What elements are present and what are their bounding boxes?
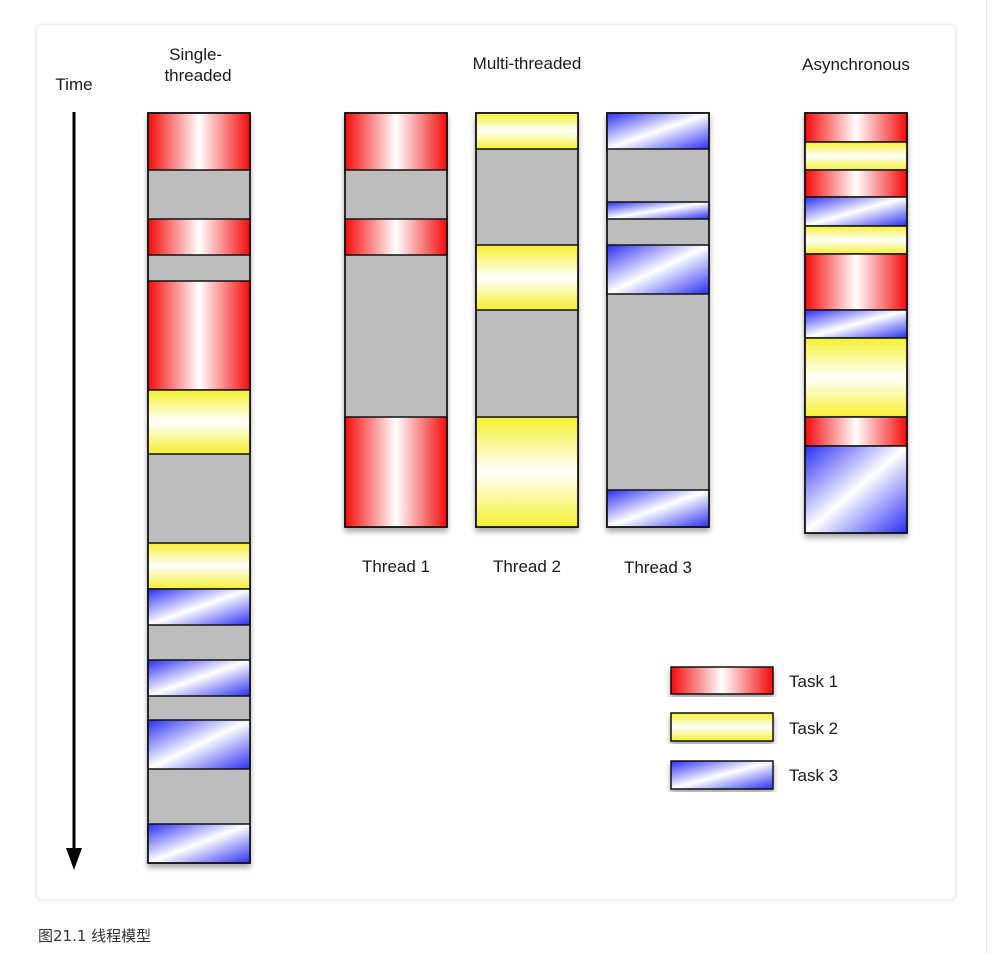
async-col1-task-1-segment-3 bbox=[804, 169, 908, 198]
time-arrow-icon bbox=[66, 112, 82, 870]
legend-swatch-task-2 bbox=[670, 712, 774, 742]
async-column-1 bbox=[804, 112, 908, 534]
async-col1-task-2-segment-5 bbox=[804, 225, 908, 255]
heading-single-line-2: threaded bbox=[164, 66, 231, 85]
heading-single-line-1: Single- bbox=[169, 45, 222, 64]
single-col1-task-3-segment-9 bbox=[147, 823, 251, 864]
async-col1-task-2-segment-8 bbox=[804, 337, 908, 418]
async-col1-task-3-segment-10 bbox=[804, 445, 908, 534]
async-col1-task-1-segment-1 bbox=[804, 112, 908, 143]
single-column-1 bbox=[147, 112, 251, 864]
single-col1-task-3-segment-8 bbox=[147, 719, 251, 770]
async-col1-task-3-segment-4 bbox=[804, 196, 908, 227]
async-col1-task-1-segment-6 bbox=[804, 253, 908, 311]
async-column-1-outline bbox=[804, 112, 908, 534]
multi-col1-task-1-segment-3 bbox=[344, 416, 448, 528]
multi-col3-task-3-segment-4 bbox=[606, 489, 710, 528]
async-col1-task-3-segment-7 bbox=[804, 309, 908, 339]
scrollbar-track bbox=[986, 0, 987, 954]
single-col1-task-2-segment-5 bbox=[147, 542, 251, 590]
single-col1-task-3-segment-7 bbox=[147, 659, 251, 697]
multi-col1-task-1-segment-1 bbox=[344, 112, 448, 171]
multi-col1-task-1-segment-2 bbox=[344, 218, 448, 256]
single-column-1-outline bbox=[147, 112, 251, 864]
thread-1-label: Thread 1 bbox=[362, 557, 430, 576]
multi-column-3 bbox=[606, 112, 710, 528]
multi-col2-task-2-segment-3 bbox=[475, 416, 579, 528]
figure-caption: 图21.1 线程模型 bbox=[38, 927, 152, 945]
multi-col2-task-2-segment-1 bbox=[475, 112, 579, 150]
heading-asynchronous: Asynchronous bbox=[802, 55, 910, 74]
legend-label-task-3: Task 3 bbox=[789, 766, 838, 785]
multi-col3-task-3-segment-3 bbox=[606, 244, 710, 295]
legend: Task 1 Task 2 Task 3 bbox=[670, 666, 838, 790]
single-col1-task-3-segment-6 bbox=[147, 588, 251, 626]
multi-column-1-outline bbox=[344, 112, 448, 528]
legend-swatch-task-1 bbox=[670, 666, 774, 695]
multi-column-3-idle bbox=[606, 112, 710, 528]
single-col1-task-2-segment-4 bbox=[147, 389, 251, 455]
heading-single-threaded: Single- threaded bbox=[164, 45, 231, 85]
async-col1-task-2-segment-2 bbox=[804, 141, 908, 171]
multi-col3-task-3-segment-2 bbox=[606, 201, 710, 220]
time-label: Time bbox=[55, 75, 92, 94]
legend-label-task-2: Task 2 bbox=[789, 719, 838, 738]
single-col1-task-1-segment-2 bbox=[147, 218, 251, 256]
single-col1-task-1-segment-3 bbox=[147, 280, 251, 391]
thread-2-label: Thread 2 bbox=[493, 557, 561, 576]
multi-column-2-outline bbox=[475, 112, 579, 528]
async-col1-task-1-segment-9 bbox=[804, 416, 908, 447]
multi-col2-task-2-segment-2 bbox=[475, 244, 579, 311]
multi-column-2 bbox=[475, 112, 579, 528]
multi-column-3-outline bbox=[606, 112, 710, 528]
legend-label-task-1: Task 1 bbox=[789, 672, 838, 691]
single-col1-task-1-segment-1 bbox=[147, 112, 251, 171]
multi-col3-task-3-segment-1 bbox=[606, 112, 710, 150]
thread-3-label: Thread 3 bbox=[624, 558, 692, 577]
columns-layer bbox=[147, 112, 908, 864]
multi-column-1 bbox=[344, 112, 448, 528]
heading-multi-threaded: Multi-threaded bbox=[473, 54, 582, 73]
legend-swatch-task-3 bbox=[670, 760, 774, 790]
threading-models-diagram: Time Single- threaded Multi-threaded Asy… bbox=[55, 45, 910, 870]
